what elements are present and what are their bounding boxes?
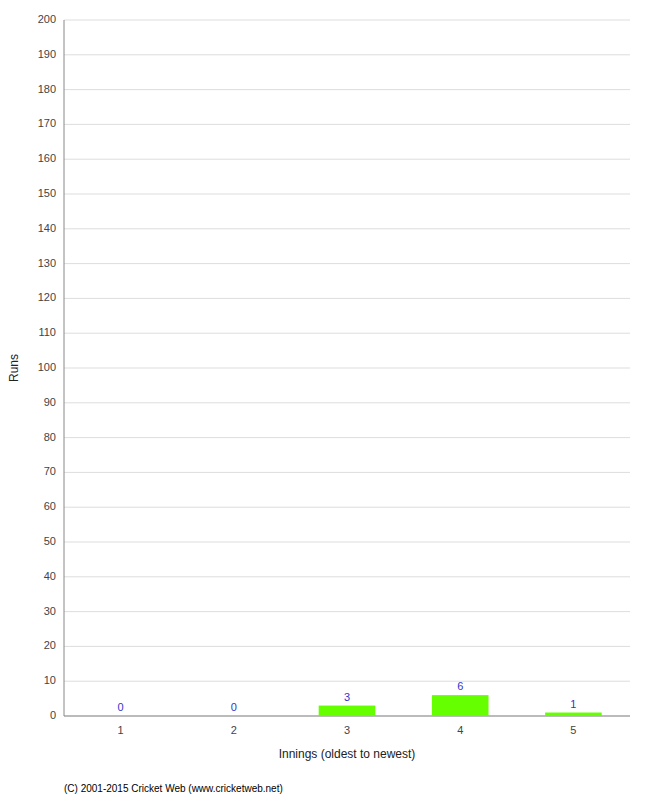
y-tick-label: 100 — [38, 361, 56, 373]
y-tick-label: 0 — [50, 709, 56, 721]
data-label: 0 — [118, 701, 124, 713]
grid-line — [64, 124, 630, 125]
grid-line — [64, 194, 630, 195]
axes: 0102030405060708090100110120130140150160… — [38, 13, 630, 736]
data-label: 3 — [344, 691, 350, 703]
grid-line — [64, 263, 630, 264]
grid-line — [64, 54, 630, 55]
x-tick-label: 1 — [118, 724, 124, 736]
grid-line — [64, 89, 630, 90]
y-tick-label: 170 — [38, 117, 56, 129]
y-tick-label: 60 — [44, 500, 56, 512]
x-tick-label: 2 — [231, 724, 237, 736]
y-tick-label: 120 — [38, 291, 56, 303]
grid-line — [64, 507, 630, 508]
y-axis-line — [64, 20, 65, 716]
y-tick-label: 20 — [44, 639, 56, 651]
grid-line — [64, 542, 630, 543]
grid-line — [64, 611, 630, 612]
x-tick-label: 4 — [457, 724, 463, 736]
grid-line — [64, 333, 630, 334]
y-tick-label: 90 — [44, 396, 56, 408]
footer: (C) 2001-2015 Cricket Web (www.cricketwe… — [64, 783, 283, 794]
grid-line — [64, 402, 630, 403]
grid-line — [64, 368, 630, 369]
grid-line — [64, 681, 630, 682]
y-tick-label: 10 — [44, 674, 56, 686]
bar — [545, 713, 602, 716]
y-tick-label: 80 — [44, 431, 56, 443]
y-tick-label: 110 — [38, 326, 56, 338]
y-tick-label: 130 — [38, 257, 56, 269]
bars — [319, 695, 602, 716]
y-tick-label: 40 — [44, 570, 56, 582]
y-tick-label: 190 — [38, 48, 56, 60]
grid-line — [64, 472, 630, 473]
grid-line — [64, 228, 630, 229]
data-label: 6 — [457, 680, 463, 692]
bar — [206, 716, 263, 717]
grid-line — [64, 646, 630, 647]
grid-line — [64, 437, 630, 438]
y-tick-label: 50 — [44, 535, 56, 547]
y-tick-label: 150 — [38, 187, 56, 199]
bar — [319, 706, 376, 716]
data-labels: 0 0 3 6 1 — [118, 680, 577, 713]
data-label: 0 — [231, 701, 237, 713]
y-tick-label: 140 — [38, 222, 56, 234]
x-tick-label: 5 — [570, 724, 576, 736]
y-tick-label: 70 — [44, 465, 56, 477]
bar — [432, 695, 489, 716]
y-tick-label: 180 — [38, 83, 56, 95]
bar — [92, 716, 149, 717]
chart: 0102030405060708090100110120130140150160… — [0, 0, 650, 800]
y-axis-title: Runs — [7, 354, 21, 382]
grid-line — [64, 159, 630, 160]
x-axis-title: Innings (oldest to newest) — [279, 747, 416, 761]
grid-line — [64, 20, 630, 21]
y-tick-label: 160 — [38, 152, 56, 164]
grid — [64, 20, 630, 716]
grid-line — [64, 298, 630, 299]
data-label: 1 — [570, 698, 576, 710]
y-tick-label: 200 — [38, 13, 56, 25]
x-tick-label: 3 — [344, 724, 350, 736]
grid-line — [64, 576, 630, 577]
y-tick-label: 30 — [44, 605, 56, 617]
